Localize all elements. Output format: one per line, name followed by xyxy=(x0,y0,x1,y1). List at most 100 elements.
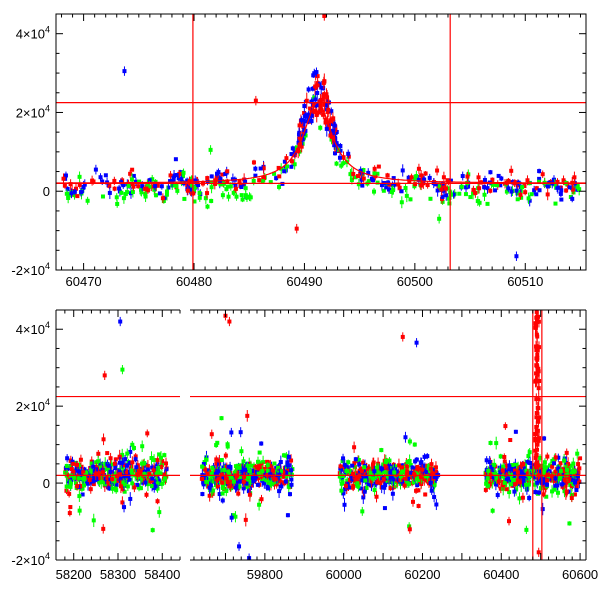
data-point xyxy=(214,471,219,476)
data-point xyxy=(540,172,545,177)
data-point xyxy=(488,469,493,474)
data-point xyxy=(440,199,445,204)
data-point xyxy=(137,472,142,477)
data-point xyxy=(367,474,372,479)
data-point xyxy=(228,464,233,469)
data-point xyxy=(236,491,241,496)
data-point xyxy=(98,175,103,180)
data-point xyxy=(541,492,546,497)
data-point xyxy=(174,183,179,188)
data-point xyxy=(82,182,87,187)
data-point xyxy=(289,468,294,473)
data-point xyxy=(381,462,386,467)
data-point xyxy=(533,432,538,437)
data-point xyxy=(567,521,572,526)
data-point xyxy=(293,146,298,151)
data-point xyxy=(374,494,379,499)
data-point xyxy=(371,464,376,469)
data-point xyxy=(134,465,139,470)
data-point xyxy=(410,465,415,470)
data-point xyxy=(225,480,230,485)
data-point xyxy=(339,481,344,486)
data-point xyxy=(96,451,101,456)
data-point xyxy=(113,457,118,462)
data-point xyxy=(341,456,346,461)
data-point xyxy=(120,486,125,491)
data-point xyxy=(526,482,531,487)
data-point xyxy=(382,470,387,475)
data-point xyxy=(560,482,565,487)
data-point xyxy=(366,179,371,184)
bottom-x-tick-label: 58200 xyxy=(56,567,92,582)
data-point xyxy=(289,164,294,169)
data-point xyxy=(160,459,165,464)
data-point xyxy=(379,448,384,453)
data-point xyxy=(120,452,125,457)
data-point xyxy=(409,175,414,180)
data-point xyxy=(399,189,404,194)
data-point xyxy=(524,487,529,492)
data-point xyxy=(215,171,220,176)
data-point xyxy=(127,460,132,465)
data-point xyxy=(313,84,318,89)
data-point xyxy=(189,176,194,181)
data-point xyxy=(159,184,164,189)
data-point xyxy=(241,479,246,484)
data-point xyxy=(332,123,337,128)
data-point xyxy=(214,177,219,182)
data-point xyxy=(355,481,360,486)
data-point xyxy=(415,477,420,482)
data-point xyxy=(125,190,130,195)
data-point xyxy=(427,476,432,481)
data-point xyxy=(372,488,377,493)
data-point xyxy=(501,464,506,469)
data-point xyxy=(534,411,539,416)
data-point xyxy=(117,460,122,465)
data-point xyxy=(271,468,276,473)
data-point xyxy=(498,454,503,459)
data-point xyxy=(345,478,350,483)
data-point xyxy=(108,456,113,461)
data-point xyxy=(485,483,490,488)
data-point xyxy=(112,186,117,191)
data-point xyxy=(556,466,561,471)
data-point xyxy=(265,486,270,491)
data-point xyxy=(237,479,242,484)
data-point xyxy=(200,492,205,497)
data-point xyxy=(410,499,415,504)
data-point xyxy=(113,486,118,491)
data-point xyxy=(77,182,82,187)
data-point xyxy=(432,474,437,479)
data-point xyxy=(255,482,260,487)
data-point xyxy=(348,172,353,177)
data-point xyxy=(428,196,433,201)
data-point xyxy=(553,469,558,474)
data-point xyxy=(247,469,252,474)
data-point xyxy=(366,466,371,471)
data-point xyxy=(411,480,416,485)
data-point xyxy=(268,180,273,185)
data-point xyxy=(358,486,363,491)
data-point xyxy=(412,472,417,477)
data-point xyxy=(229,515,234,520)
data-point xyxy=(235,465,240,470)
data-point xyxy=(237,465,242,470)
data-point xyxy=(429,474,434,479)
data-point xyxy=(488,188,493,193)
data-point xyxy=(147,184,152,189)
data-point xyxy=(337,155,342,160)
data-point xyxy=(127,477,132,482)
data-point xyxy=(66,195,71,200)
data-point xyxy=(393,464,398,469)
data-point xyxy=(221,474,226,479)
data-point xyxy=(419,173,424,178)
data-point xyxy=(231,190,236,195)
data-point xyxy=(305,119,310,124)
data-point xyxy=(309,113,314,118)
data-point xyxy=(316,110,321,115)
data-point xyxy=(448,192,453,197)
data-point xyxy=(428,481,433,486)
data-point xyxy=(460,174,465,179)
data-point xyxy=(482,192,487,197)
data-point xyxy=(118,476,123,481)
